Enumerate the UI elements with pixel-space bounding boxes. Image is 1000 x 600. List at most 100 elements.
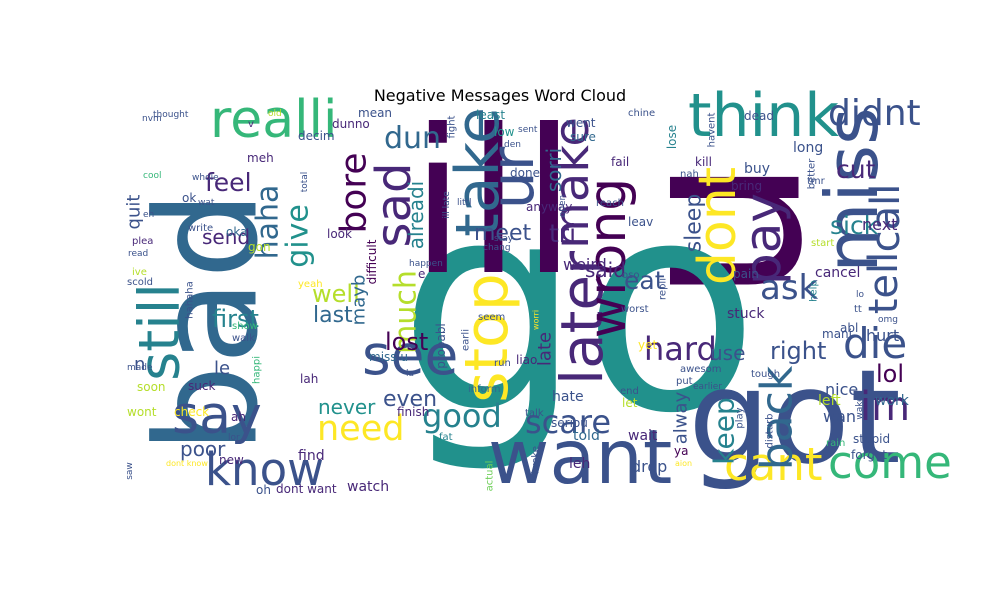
word-wont: wont (127, 405, 157, 419)
word-wake: wake (855, 396, 865, 420)
word-leav: leav (628, 215, 653, 229)
word-scold: scold (127, 277, 153, 288)
word-least: least (476, 108, 505, 122)
word-havent: havent (707, 113, 718, 148)
word-actual: actual (485, 461, 496, 492)
word-aion: aion (675, 459, 692, 468)
word-bring: bring (731, 179, 762, 193)
word-work: work (875, 393, 910, 409)
word-suck: suck (188, 379, 215, 393)
word-late: late (535, 332, 556, 366)
word-tmr: tmr (807, 176, 826, 187)
word-come: come (828, 436, 952, 489)
word-ur: ur (478, 146, 548, 209)
word-soon: soon (137, 380, 166, 394)
word-ah: ah (231, 410, 246, 424)
word-mean: mean (358, 106, 392, 120)
word-dead: dead (744, 109, 774, 123)
word-well: well (312, 280, 360, 308)
word-alway: alway (671, 391, 692, 444)
word-oso: oso (622, 270, 639, 281)
word-okay: okay (226, 225, 255, 239)
word-realli: realli (210, 90, 337, 150)
word-wait: wait (628, 428, 658, 444)
word-know: know (205, 443, 324, 496)
word-dont: dont (688, 167, 748, 285)
word-awesom: awesom (680, 364, 722, 375)
word-leh: leh (569, 456, 590, 472)
word-chang: chang (483, 243, 511, 253)
word-keep: keep (708, 397, 741, 464)
word-drop: drop (631, 457, 667, 476)
word-le: le (214, 358, 230, 379)
word-la: la (406, 369, 414, 379)
word-even: even (383, 387, 437, 412)
word-hahaha: hahaha (185, 281, 196, 318)
word-scare: scare (525, 403, 611, 441)
word-pay: pay (734, 193, 792, 285)
word-anyway: anyway (526, 200, 572, 214)
word-wrong: wrong (578, 178, 638, 339)
word-seriou: seriou (551, 416, 588, 430)
word-mani: mani (822, 327, 852, 341)
word-wan: wan (823, 407, 856, 426)
word-sleep: sleep (682, 194, 707, 253)
word-hurt: hurt (866, 326, 899, 345)
word-end: end (620, 386, 639, 397)
word-dunno: dunno (332, 117, 370, 131)
word-eat: eat (624, 266, 665, 295)
word-haha: haha (251, 185, 286, 260)
word-abl: abl (840, 321, 858, 335)
word-use: use (710, 341, 745, 365)
word-new: new (219, 453, 244, 467)
word-need: need (317, 409, 404, 449)
word-wat: wat (198, 198, 215, 208)
word-read: read (128, 249, 148, 259)
word-lose: lose (665, 125, 679, 149)
word-told: told (573, 428, 600, 444)
word-let: let (622, 396, 638, 410)
word-go: go (398, 140, 760, 477)
word-worri: worri (532, 310, 541, 330)
word-sad: sad (366, 163, 422, 248)
chart-title: Negative Messages Word Cloud (373, 86, 627, 105)
word-hate: hate (552, 389, 584, 405)
word-oh: oh (256, 483, 271, 497)
word-earlier: earlier (693, 382, 722, 392)
word-total: total (300, 172, 310, 193)
word-miss-u: miss u (369, 350, 408, 364)
word-n: n (134, 354, 145, 375)
word-meet: meet (474, 221, 532, 246)
word-sent: sent (518, 125, 538, 135)
word-got: got (688, 341, 901, 493)
word-pain: pain (733, 267, 759, 281)
word-thought: thought (153, 110, 189, 120)
word-ill-late: ill late (442, 191, 452, 219)
word-rain: rain (826, 438, 845, 449)
word-sorri: sorri (542, 148, 566, 192)
word-happi: happi (252, 356, 263, 384)
word-probabl: probabl (434, 323, 448, 369)
word-see: see (362, 323, 458, 387)
word-gon: gon (248, 240, 271, 254)
word-better: better (807, 158, 818, 189)
word-hard: hard (644, 330, 717, 368)
word-kill: kill (695, 155, 712, 169)
word-back: back (752, 365, 803, 470)
word-good: good (422, 397, 502, 435)
word-inform: inform (468, 384, 500, 395)
word-sure: sure (570, 130, 596, 144)
word-play: play (735, 407, 746, 428)
word-run: run (494, 358, 511, 369)
word-alreadi: alreadi (404, 181, 428, 249)
word-still: still (128, 283, 193, 381)
word-walk: walk (232, 333, 255, 344)
word-u: u (582, 156, 855, 305)
word-nvm: nvm (142, 114, 162, 124)
word-cancel: cancel (815, 265, 860, 281)
word-tough: tough (751, 369, 780, 380)
word-liao: liao (516, 353, 537, 367)
word-ill: ill (410, 87, 577, 320)
word-plea: plea (132, 236, 153, 247)
word-broke: broke (531, 446, 542, 474)
